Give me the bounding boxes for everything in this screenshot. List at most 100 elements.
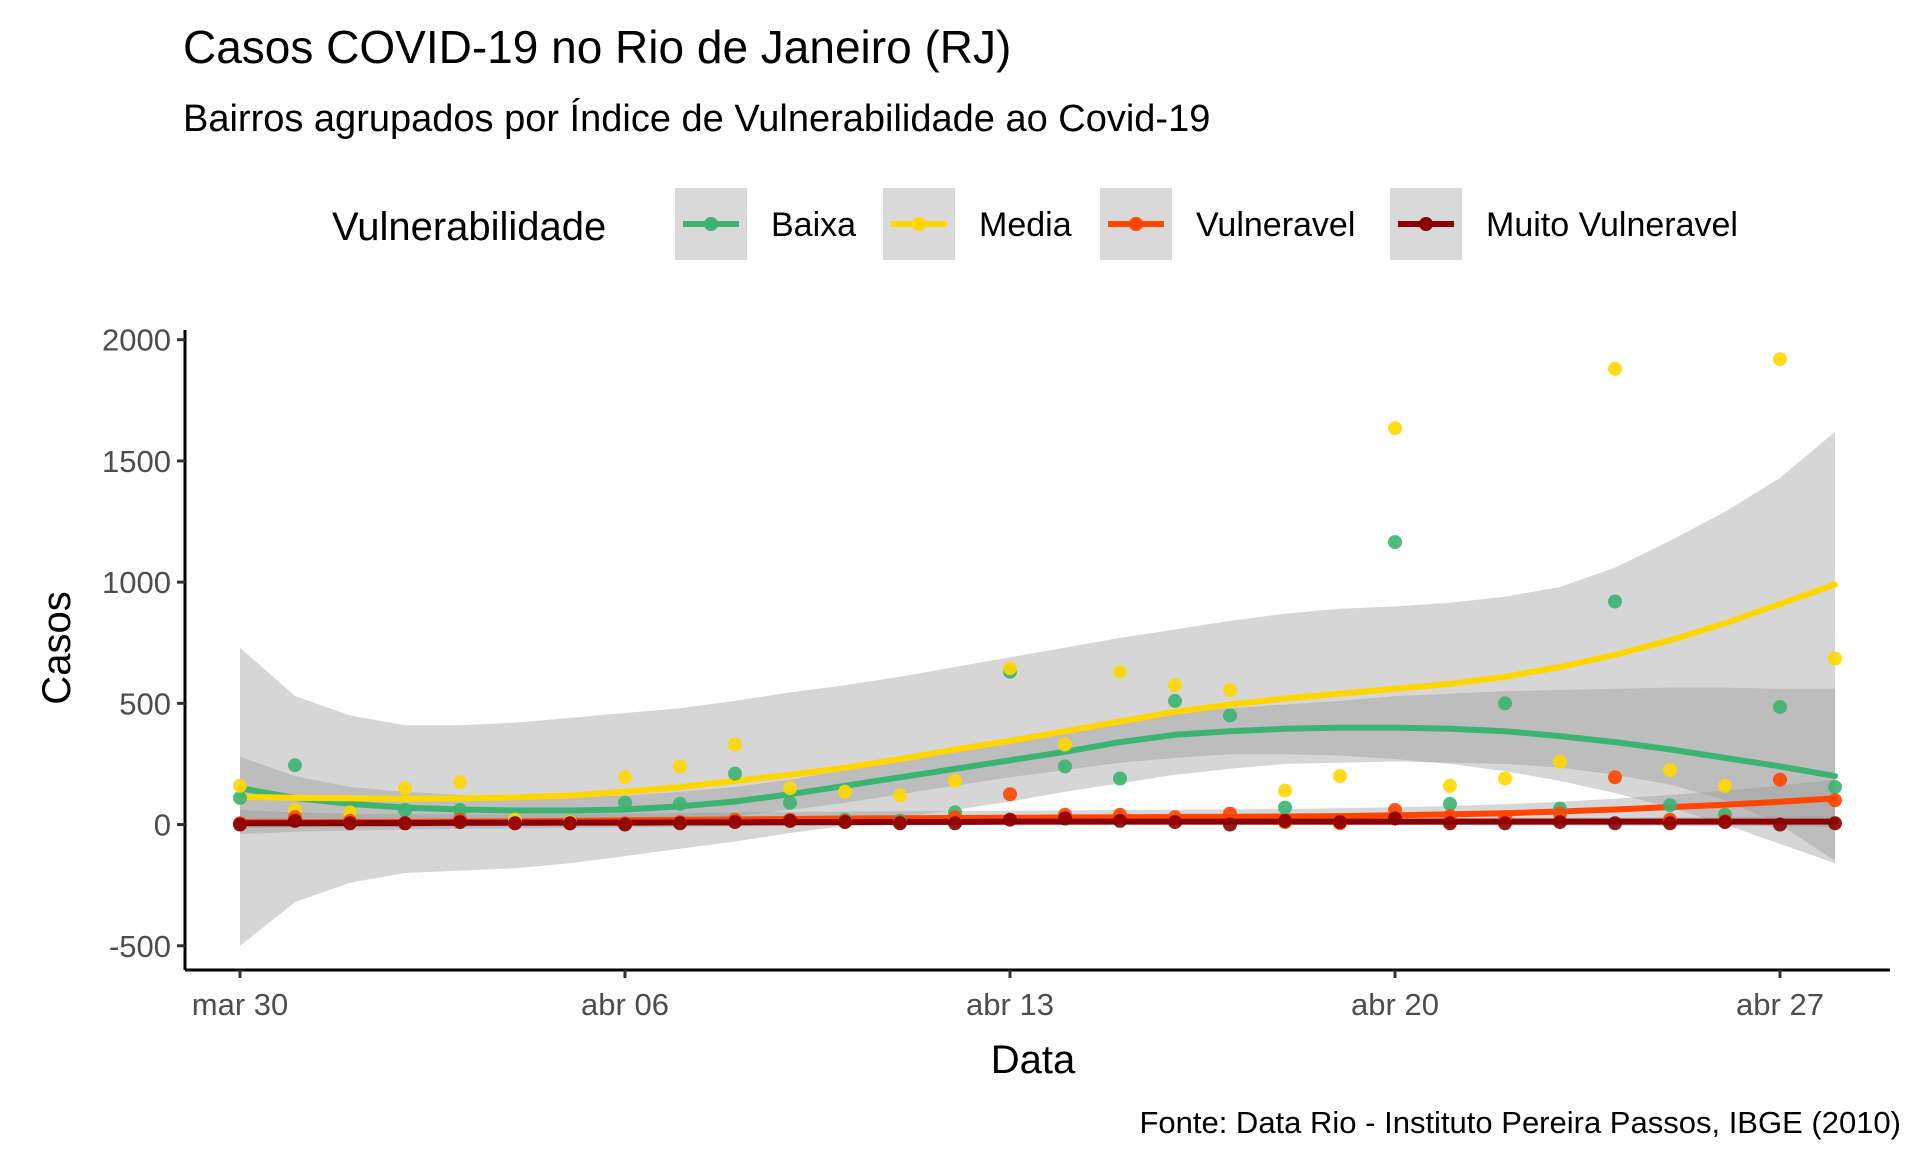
y-axis-title: Casos xyxy=(35,591,79,704)
point-muito-vulneravel xyxy=(1168,815,1182,830)
y-tick-label: -500 xyxy=(109,929,171,964)
point-media xyxy=(1498,771,1512,786)
point-baixa xyxy=(618,795,632,810)
point-muito-vulneravel xyxy=(893,816,907,831)
point-muito-vulneravel xyxy=(1223,817,1237,832)
point-baixa xyxy=(1058,759,1072,774)
point-media xyxy=(1333,769,1347,784)
point-vulneravel xyxy=(1223,806,1237,821)
point-muito-vulneravel xyxy=(233,817,247,832)
point-media xyxy=(1278,783,1292,798)
point-media xyxy=(1608,361,1622,376)
point-muito-vulneravel xyxy=(563,816,577,831)
point-media xyxy=(728,737,742,752)
point-baixa xyxy=(398,803,412,817)
point-baixa xyxy=(1773,700,1787,714)
point-media xyxy=(1718,778,1732,793)
point-muito-vulneravel xyxy=(1608,816,1622,831)
point-baixa xyxy=(783,795,797,810)
chart-title: Casos COVID-19 no Rio de Janeiro (RJ) xyxy=(183,21,1011,73)
point-media xyxy=(838,784,852,799)
point-baixa xyxy=(1663,798,1677,813)
point-baixa xyxy=(453,803,467,817)
point-muito-vulneravel xyxy=(343,816,357,831)
x-tick-label: abr 20 xyxy=(1351,987,1439,1022)
legend-point xyxy=(912,217,926,231)
point-vulneravel xyxy=(1828,793,1842,808)
point-muito-vulneravel xyxy=(948,816,962,831)
caption: Fonte: Data Rio - Instituto Pereira Pass… xyxy=(1139,1105,1901,1140)
y-tick-label: 500 xyxy=(119,686,171,721)
point-muito-vulneravel xyxy=(1663,816,1677,831)
point-media xyxy=(1223,683,1237,697)
point-media xyxy=(1113,664,1127,679)
legend-point xyxy=(1419,217,1433,231)
point-baixa xyxy=(1388,535,1402,550)
point-muito-vulneravel xyxy=(1058,811,1072,826)
point-media xyxy=(398,781,412,796)
x-tick-label: abr 06 xyxy=(581,987,669,1022)
point-baixa xyxy=(1223,708,1237,723)
point-muito-vulneravel xyxy=(288,813,302,828)
point-baixa xyxy=(1278,800,1292,815)
smooth-line-muito-vulneravel xyxy=(237,818,1838,827)
point-media xyxy=(618,770,632,785)
point-media xyxy=(1828,651,1842,666)
x-tick-label: mar 30 xyxy=(192,987,288,1022)
point-vulneravel xyxy=(1003,787,1017,802)
point-muito-vulneravel xyxy=(1773,817,1787,832)
point-muito-vulneravel xyxy=(783,813,797,828)
point-muito-vulneravel xyxy=(1443,816,1457,831)
point-muito-vulneravel xyxy=(673,816,687,831)
x-axis-title: Data xyxy=(991,1038,1076,1082)
legend-label-muito-vulneravel: Muito Vulneravel xyxy=(1486,206,1738,244)
confidence-bands xyxy=(240,431,1835,946)
point-muito-vulneravel xyxy=(1333,815,1347,830)
legend-label-vulneravel: Vulneravel xyxy=(1196,206,1355,244)
point-baixa xyxy=(1113,771,1127,786)
point-baixa xyxy=(673,796,687,811)
point-baixa xyxy=(1828,780,1842,794)
point-media xyxy=(1663,763,1677,777)
point-vulneravel xyxy=(1608,770,1622,785)
point-media xyxy=(948,773,962,788)
point-media xyxy=(233,778,247,793)
point-muito-vulneravel xyxy=(1828,816,1842,831)
point-muito-vulneravel xyxy=(838,815,852,830)
x-tick-label: abr 27 xyxy=(1736,987,1824,1022)
point-media xyxy=(1168,678,1182,693)
point-baixa xyxy=(1168,693,1182,708)
point-media xyxy=(1773,352,1787,367)
point-media xyxy=(783,781,797,796)
point-muito-vulneravel xyxy=(1388,811,1402,826)
ci-band-media xyxy=(240,431,1835,946)
legend-label-baixa: Baixa xyxy=(771,206,856,244)
smooth-lines xyxy=(237,581,1838,827)
data-points xyxy=(233,352,1842,832)
point-muito-vulneravel xyxy=(1003,812,1017,827)
point-media xyxy=(1553,754,1567,769)
legend: Vulnerabilidade Baixa Media Vulneravel Muit… xyxy=(332,188,1738,260)
point-baixa xyxy=(1498,696,1512,711)
point-muito-vulneravel xyxy=(618,817,632,832)
legend-title: Vulnerabilidade xyxy=(332,205,606,249)
point-media xyxy=(1443,778,1457,793)
point-media xyxy=(1388,421,1402,436)
point-muito-vulneravel xyxy=(1498,816,1512,831)
point-muito-vulneravel xyxy=(453,815,467,830)
y-tick-label: 1000 xyxy=(102,565,171,600)
point-vulneravel xyxy=(1773,772,1787,787)
point-muito-vulneravel xyxy=(728,815,742,830)
point-media xyxy=(1003,661,1017,676)
smooth-line-baixa xyxy=(237,724,1838,814)
legend-point xyxy=(1129,217,1143,231)
point-baixa xyxy=(1608,594,1622,609)
point-baixa xyxy=(233,790,247,805)
point-muito-vulneravel xyxy=(1718,815,1732,830)
legend-point xyxy=(704,217,718,231)
chart-subtitle: Bairros agrupados por Índice de Vulnerab… xyxy=(183,97,1210,140)
y-tick-label: 2000 xyxy=(102,323,171,358)
point-muito-vulneravel xyxy=(1553,815,1567,830)
point-media xyxy=(673,759,687,774)
